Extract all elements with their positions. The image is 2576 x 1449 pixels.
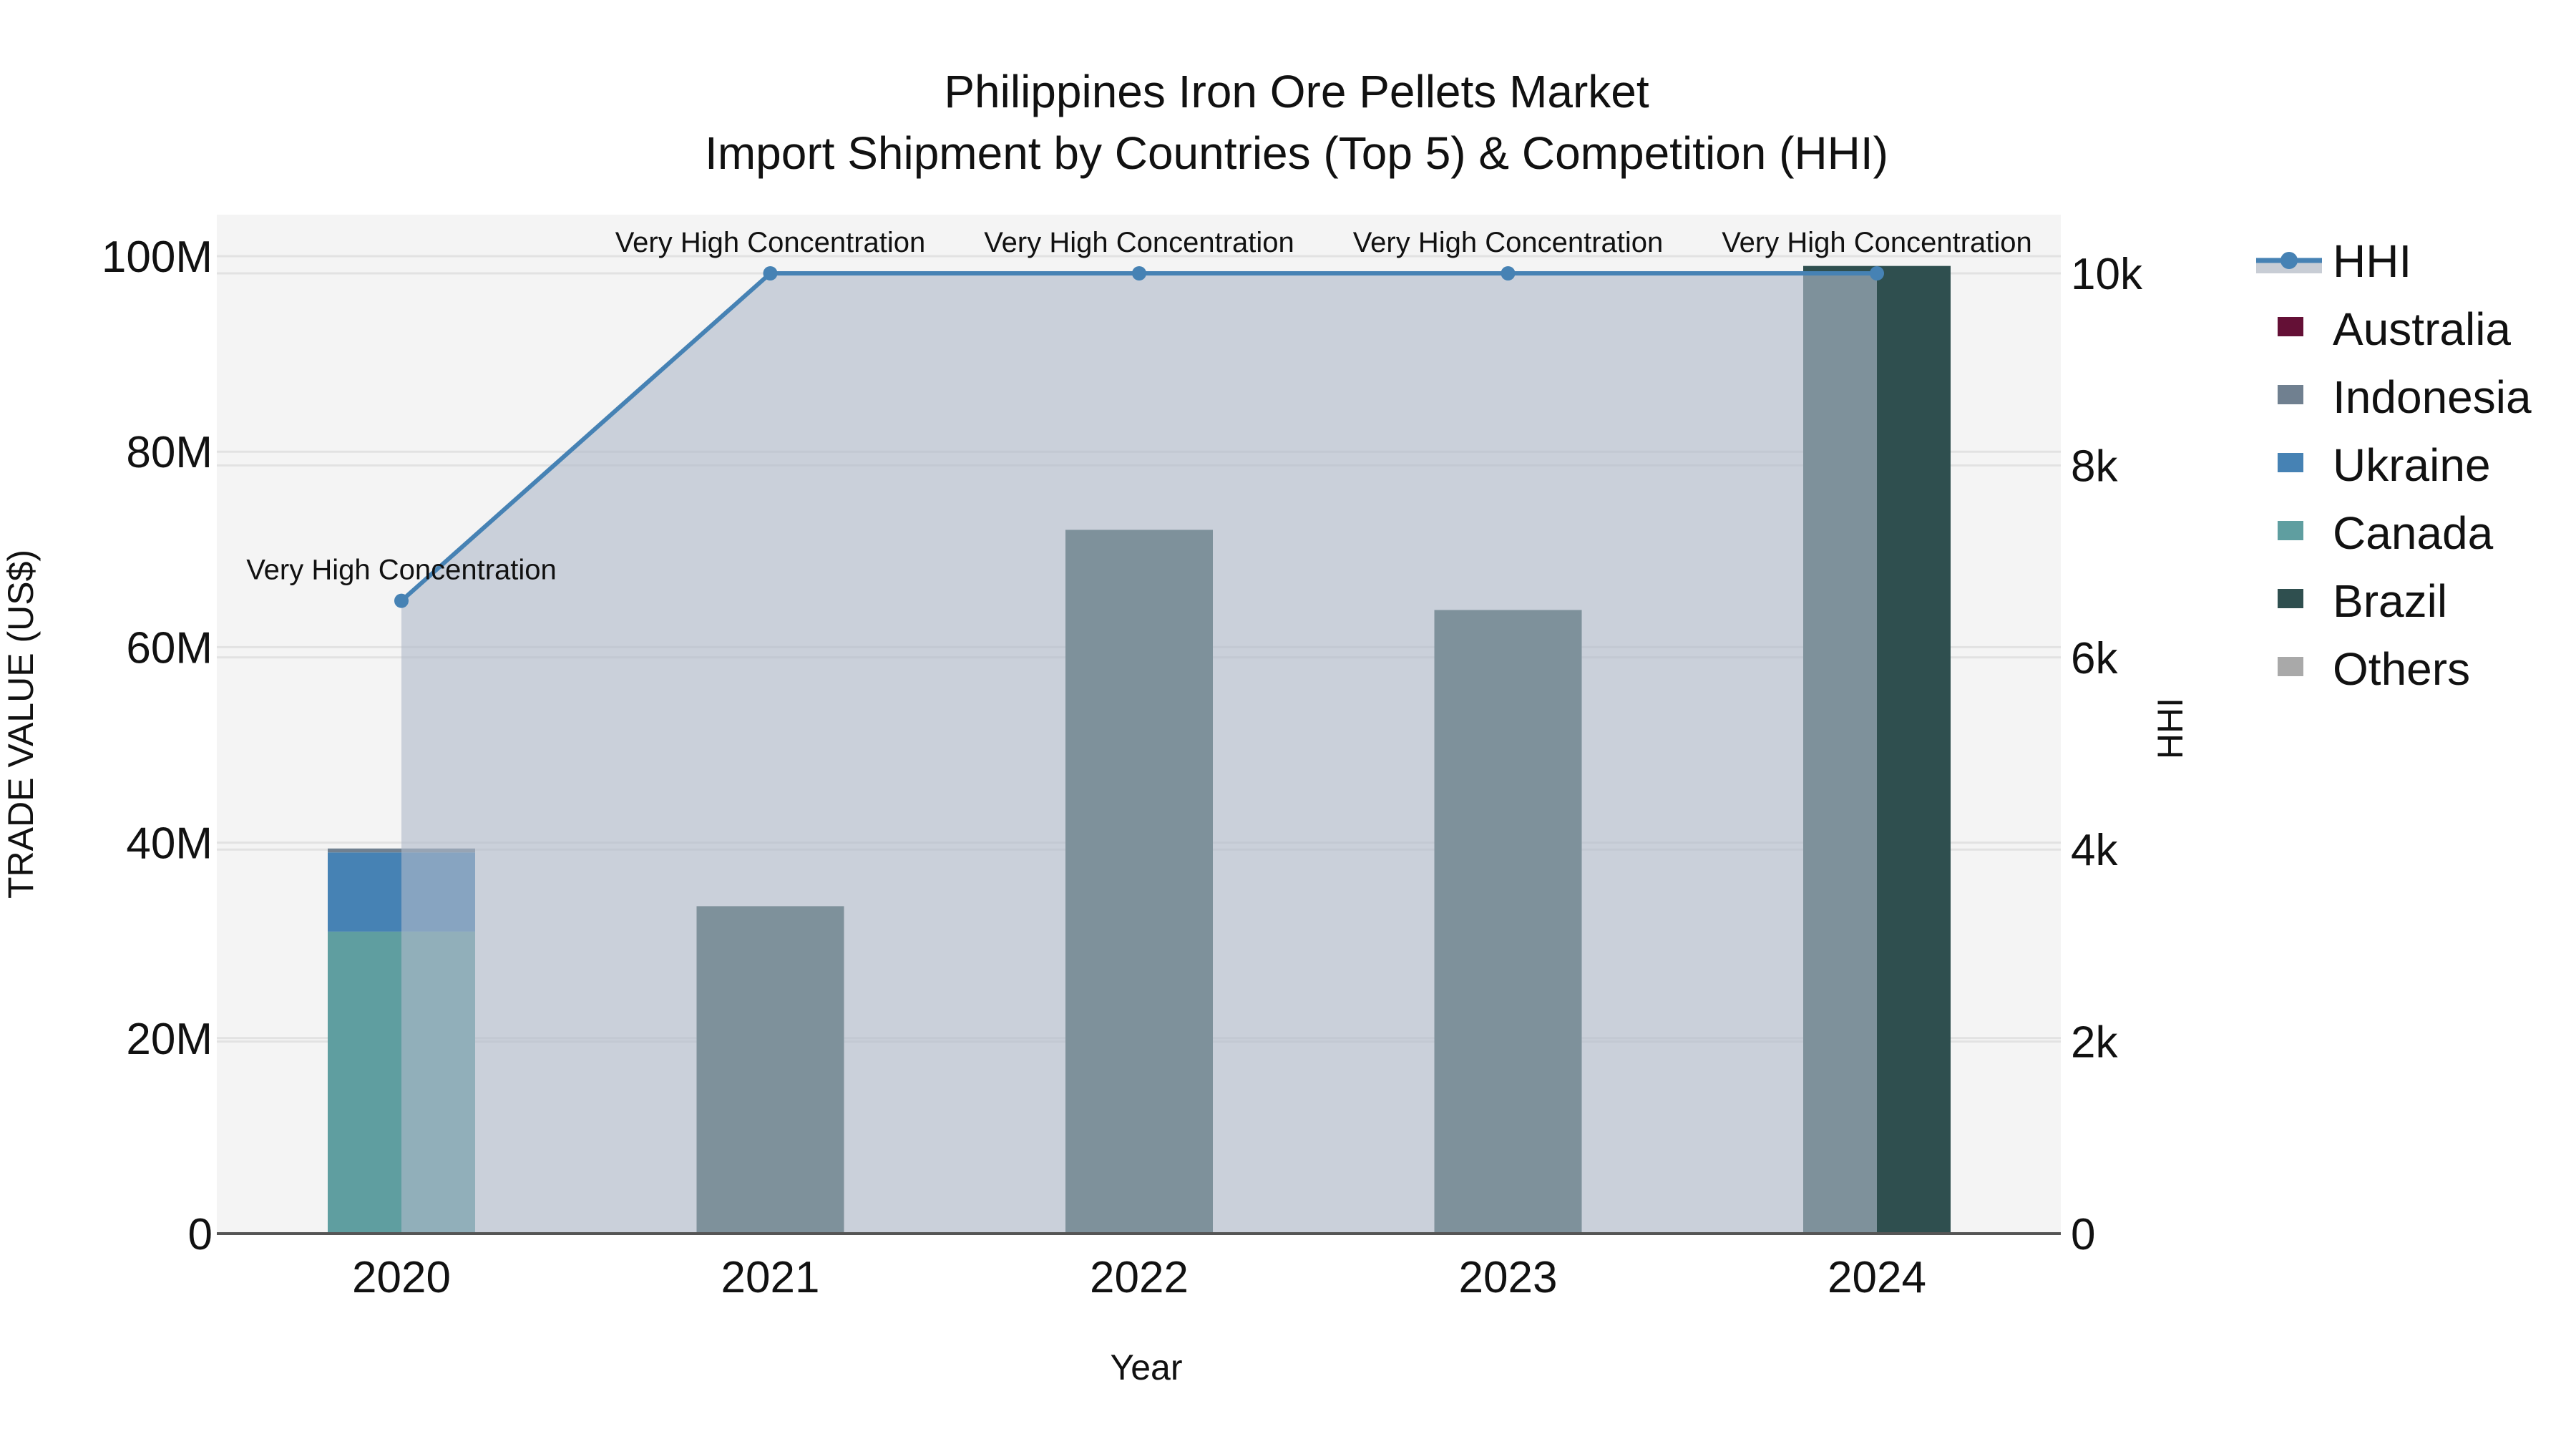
y2-axis-title: HHI: [2150, 698, 2190, 759]
others-swatch-icon: [2278, 657, 2303, 676]
legend-label: Ukraine: [2333, 439, 2491, 491]
y2-tick-label: 4k: [2071, 826, 2118, 875]
legend-item-australia[interactable]: Australia: [2256, 297, 2571, 361]
x-axis-title: Year: [1110, 1347, 1182, 1387]
hhi-line-marker-icon: [2256, 252, 2322, 273]
y2-tick-label: 10k: [2071, 250, 2143, 299]
legend-label: Brazil: [2333, 575, 2448, 627]
legend-label: HHI: [2333, 235, 2412, 287]
chart-title-line1: Philippines Iron Ore Pellets Market: [944, 66, 1649, 117]
hhi-point-2021[interactable]: [763, 266, 778, 280]
legend-item-canada[interactable]: Canada: [2256, 501, 2571, 565]
hhi-annotation: Very High Concentration: [1353, 227, 1664, 258]
hhi-point-2022[interactable]: [1132, 266, 1146, 280]
x-tick-label: 2021: [721, 1253, 820, 1302]
legend-label: Canada: [2333, 507, 2494, 559]
legend-item-hhi[interactable]: HHI: [2256, 229, 2571, 293]
y-tick-label: 40M: [126, 819, 213, 869]
x-tick-label: 2022: [1090, 1253, 1189, 1302]
indonesia-swatch-icon: [2278, 385, 2303, 404]
y2-tick-label: 0: [2071, 1210, 2095, 1259]
y-axis-title: TRADE VALUE (US$): [1, 550, 41, 899]
y-tick-label: 20M: [126, 1015, 213, 1064]
legend-label: Others: [2333, 643, 2471, 695]
legend-label: Indonesia: [2333, 371, 2532, 423]
y-tick-label: 100M: [102, 233, 213, 282]
chart-title-line2: Import Shipment by Countries (Top 5) & C…: [705, 127, 1888, 179]
x-tick-label: 2023: [1459, 1253, 1558, 1302]
y-tick-label: 80M: [126, 428, 213, 477]
legend-item-brazil[interactable]: Brazil: [2256, 569, 2571, 633]
legend-label: Australia: [2333, 303, 2511, 355]
x-tick-label: 2024: [1828, 1253, 1926, 1302]
brazil-swatch-icon: [2278, 589, 2303, 608]
legend-item-ukraine[interactable]: Ukraine: [2256, 433, 2571, 497]
legend-item-indonesia[interactable]: Indonesia: [2256, 365, 2571, 429]
legend-item-others[interactable]: Others: [2256, 637, 2571, 701]
hhi-area: [401, 273, 1877, 1234]
ukraine-swatch-icon: [2278, 453, 2303, 472]
y-tick-label: 0: [188, 1210, 213, 1259]
hhi-annotation: Very High Concentration: [246, 555, 557, 586]
y2-tick-label: 8k: [2071, 441, 2118, 491]
canada-swatch-icon: [2278, 521, 2303, 540]
y-tick-label: 60M: [126, 623, 213, 673]
x-tick-label: 2020: [352, 1253, 451, 1302]
hhi-annotation: Very High Concentration: [615, 227, 926, 258]
australia-swatch-icon: [2278, 317, 2303, 336]
y2-tick-label: 2k: [2071, 1018, 2118, 1068]
hhi-point-2020[interactable]: [394, 593, 409, 608]
hhi-annotation: Very High Concentration: [1722, 227, 2032, 258]
hhi-point-2023[interactable]: [1501, 266, 1516, 280]
hhi-annotation: Very High Concentration: [984, 227, 1294, 258]
y2-tick-label: 6k: [2071, 634, 2118, 683]
hhi-point-2024[interactable]: [1870, 266, 1884, 280]
